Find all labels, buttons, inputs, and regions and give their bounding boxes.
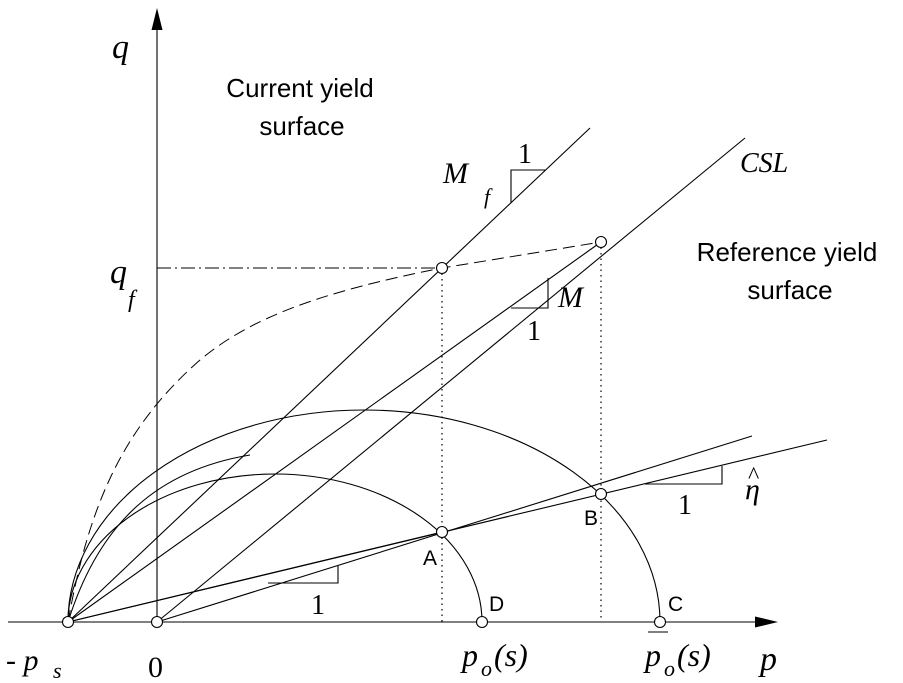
a-slope-triangle <box>268 566 339 584</box>
point-D-marker <box>475 615 489 629</box>
current-yield-label-line2: surface <box>259 111 344 141</box>
a-radial-line <box>67 531 443 623</box>
a-run-label: 1 <box>311 590 325 621</box>
reference-yield-label-line2: surface <box>747 275 832 305</box>
mf-run-label: 1 <box>518 139 532 170</box>
point-B-label: B <box>584 507 598 530</box>
csl-label: CSL <box>740 148 788 179</box>
mf-slope-triangle <box>510 169 545 203</box>
eta-hat-label: η <box>745 473 760 506</box>
po-bar-argument: (s) <box>677 637 711 673</box>
qf-label: q <box>110 254 127 291</box>
p-axis-arrowhead <box>755 616 778 628</box>
point-C-marker <box>653 615 667 629</box>
point-A-marker <box>435 525 449 539</box>
q-axis-label: q <box>112 29 129 66</box>
point-qf-marker <box>435 261 449 275</box>
mf-line <box>67 127 591 623</box>
current-yield-label-line1: Current yield <box>226 73 373 103</box>
point-origin-marker <box>150 615 164 629</box>
point-B-marker <box>594 487 608 501</box>
current-yield-ellipse <box>67 473 483 623</box>
point-ref-marker <box>594 235 608 249</box>
neg-ps-label: - p <box>6 644 39 677</box>
po-bar-subscript: o <box>664 656 675 681</box>
po-subscript: o <box>481 656 492 681</box>
eta-hat-mark: ^ <box>748 463 759 489</box>
eta-run-label: 1 <box>678 490 692 521</box>
q-axis-arrowhead <box>151 8 163 30</box>
po-argument: (s) <box>494 637 528 673</box>
intermediate-yield-curve <box>67 454 251 623</box>
reference-yield-label-line1: Reference yield <box>697 237 878 267</box>
qf-subscript: f <box>128 287 138 313</box>
m-slope-triangle <box>511 278 549 309</box>
m-line-from-ps <box>67 241 602 623</box>
m-run-label: 1 <box>527 316 541 347</box>
point-D-label: D <box>489 593 504 616</box>
point-neg-ps-marker <box>61 615 75 629</box>
eta-slope-triangle <box>645 466 723 485</box>
csl-line <box>156 137 746 623</box>
point-C-label: C <box>668 593 683 616</box>
mf-label: M <box>442 157 470 190</box>
neg-ps-subscript: s <box>53 658 62 683</box>
m-label: M <box>557 281 585 314</box>
dashed-yield-locus <box>67 241 602 623</box>
origin-label: 0 <box>148 651 163 683</box>
point-A-label: A <box>423 547 437 570</box>
po-label: p <box>460 637 478 673</box>
reference-yield-ellipse <box>67 409 661 623</box>
po-bar-label: p <box>643 637 661 673</box>
mf-subscript: f <box>484 184 493 209</box>
p-axis-label: p <box>758 641 777 678</box>
line-to-A-extended <box>156 435 753 623</box>
